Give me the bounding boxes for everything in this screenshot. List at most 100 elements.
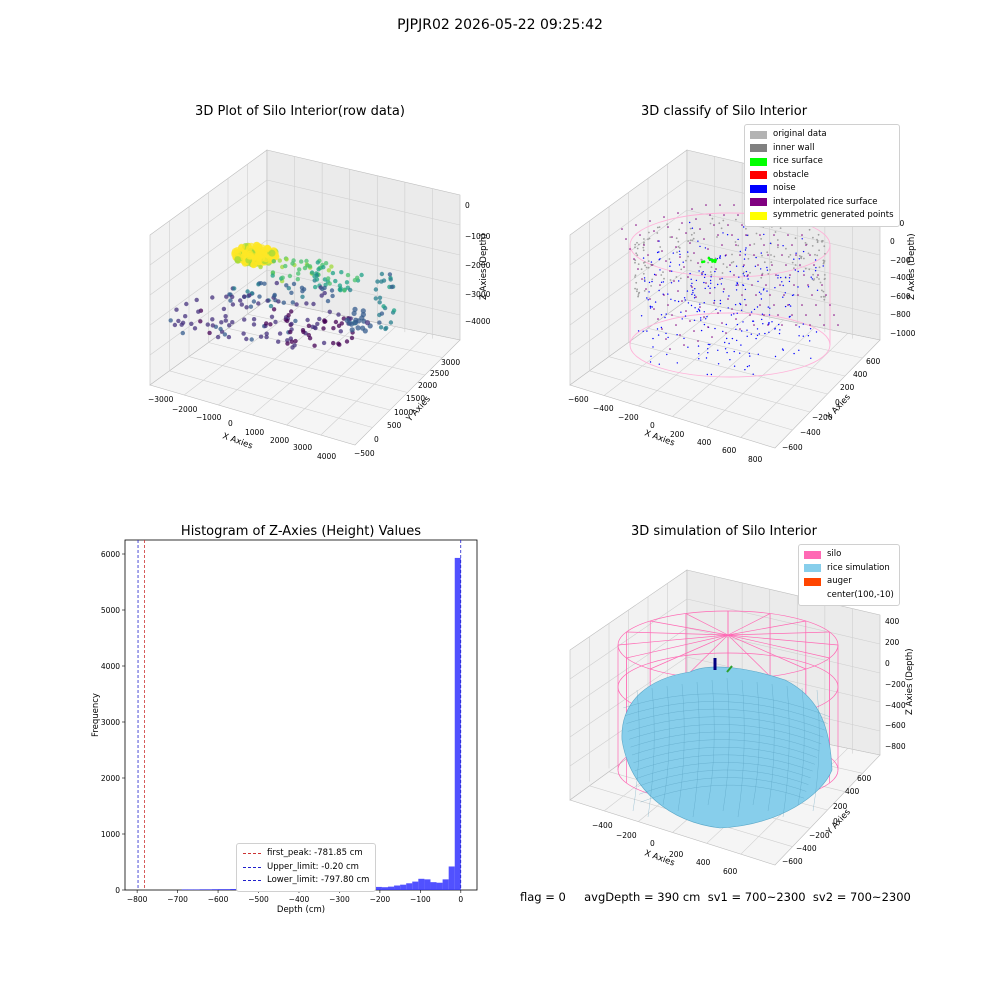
data-point <box>743 275 745 277</box>
data-point <box>244 305 249 310</box>
silo-roof-line <box>617 634 729 646</box>
data-point <box>675 246 677 248</box>
data-point <box>656 232 659 234</box>
data-point <box>696 310 698 313</box>
data-point <box>740 309 743 311</box>
data-point <box>697 308 700 310</box>
data-point <box>744 249 747 251</box>
data-point <box>767 254 769 256</box>
panel1-raw-scatter: −3000 −2000 −1000 0 1000 2000 3000 4000 … <box>148 149 490 461</box>
data-point <box>289 321 294 327</box>
legend-swatch <box>750 144 767 153</box>
data-point <box>750 311 753 313</box>
data-point <box>802 323 804 325</box>
legend-label: symmetric generated points <box>773 210 894 220</box>
z-tick-label: 200 <box>885 638 900 647</box>
data-point <box>333 278 338 284</box>
x-tick-label: −300 <box>329 895 350 904</box>
data-point <box>257 294 262 299</box>
data-point <box>719 256 721 259</box>
data-point <box>720 227 723 230</box>
legend-label: silo <box>827 549 842 559</box>
data-point <box>277 258 282 263</box>
data-point <box>230 320 235 325</box>
data-point <box>349 327 355 333</box>
data-point <box>756 328 759 330</box>
y-tick-label: −400 <box>796 844 817 853</box>
data-point <box>657 318 659 320</box>
data-point <box>722 232 724 234</box>
data-point <box>744 298 746 301</box>
data-point <box>785 264 787 266</box>
legend-swatch <box>804 550 821 559</box>
data-point <box>837 324 839 326</box>
data-point <box>636 288 638 291</box>
data-point <box>713 259 717 263</box>
center-marker <box>726 665 733 673</box>
data-point <box>312 274 317 279</box>
data-point <box>705 318 707 320</box>
z-tick-label: −800 <box>885 742 906 751</box>
data-point <box>719 255 721 257</box>
histogram-bar <box>442 879 449 890</box>
data-point <box>746 275 748 277</box>
data-point <box>680 268 683 271</box>
data-point <box>699 228 701 230</box>
data-point <box>690 304 693 307</box>
data-point <box>758 291 761 293</box>
data-point <box>729 359 731 361</box>
data-point <box>314 277 320 282</box>
data-point <box>737 238 739 241</box>
data-point <box>803 257 805 260</box>
data-point <box>718 222 721 225</box>
data-point <box>723 288 725 290</box>
data-point <box>789 254 792 256</box>
data-point <box>377 320 382 325</box>
data-point <box>289 309 294 314</box>
data-point <box>773 255 776 258</box>
data-point <box>291 258 296 263</box>
x-tick-label: 0 <box>650 839 655 848</box>
x-tick-label: 0 <box>228 419 233 428</box>
data-point <box>675 324 677 326</box>
data-point <box>746 234 748 236</box>
y-tick-label: 3000 <box>441 358 460 367</box>
data-point <box>771 321 773 323</box>
data-point <box>388 320 394 325</box>
data-point <box>648 291 650 293</box>
data-point <box>709 222 712 225</box>
data-point <box>674 300 676 302</box>
data-point <box>286 286 291 291</box>
data-point <box>378 325 384 330</box>
data-point <box>751 284 753 286</box>
histogram-bar <box>230 888 237 890</box>
data-point <box>748 352 750 355</box>
histogram-bar <box>375 886 382 890</box>
surface-mesh-line <box>629 724 822 745</box>
data-point <box>642 330 644 332</box>
data-point <box>360 312 366 318</box>
data-point <box>683 297 686 299</box>
data-point <box>802 250 805 253</box>
data-point <box>766 290 768 292</box>
data-point <box>651 280 653 283</box>
data-point <box>760 252 762 254</box>
histogram-bar <box>187 889 194 890</box>
data-point <box>667 293 669 295</box>
legend-label: center(100,-10) <box>827 589 894 600</box>
y-tick-label: −600 <box>782 857 803 866</box>
data-point <box>763 233 765 236</box>
silo-roof-line <box>727 631 830 636</box>
data-point <box>793 284 795 286</box>
data-point <box>739 250 741 253</box>
data-point <box>693 297 696 299</box>
z-tick-label: 400 <box>885 617 900 626</box>
data-point <box>694 307 696 309</box>
data-point <box>798 255 801 257</box>
histogram-bar <box>205 889 212 890</box>
y-axis-label: Y Axies <box>824 392 853 423</box>
data-point <box>312 343 317 348</box>
data-point <box>753 243 756 245</box>
data-point <box>379 279 384 284</box>
data-point <box>667 336 669 339</box>
